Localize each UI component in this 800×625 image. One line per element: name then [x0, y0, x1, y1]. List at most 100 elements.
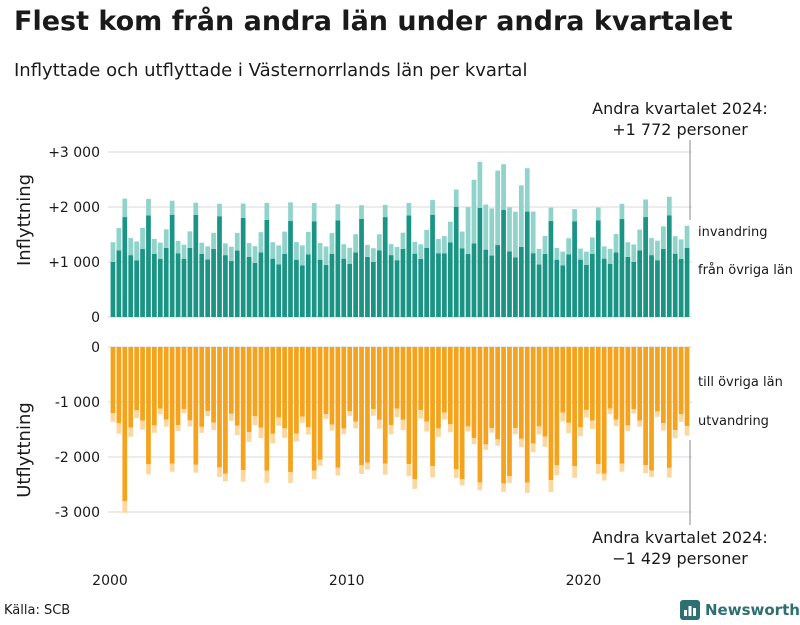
bar-in-immigration	[655, 240, 660, 261]
bar-in-immigration	[471, 179, 477, 244]
bar-out-emigration	[507, 476, 512, 483]
bar-out-domestic	[495, 347, 501, 440]
bar-in-domestic	[270, 258, 276, 317]
bar-out-domestic	[311, 347, 317, 471]
bar-in-domestic	[572, 221, 577, 317]
bar-out-domestic	[530, 347, 536, 444]
bar-out-emigration	[134, 410, 139, 419]
bar-out-emigration	[643, 465, 648, 474]
bar-in-immigration	[116, 228, 122, 251]
bar-in-domestic	[317, 259, 323, 317]
bar-in-immigration	[465, 207, 471, 255]
bar-out-domestic	[607, 347, 613, 409]
bar-out-emigration	[193, 464, 199, 473]
bar-out-domestic	[371, 347, 376, 410]
bar-in-domestic	[684, 247, 690, 317]
bar-out-domestic	[128, 347, 134, 428]
bar-out-domestic	[347, 347, 353, 412]
bar-out-emigration	[163, 419, 169, 427]
bar-in-immigration	[122, 198, 128, 218]
bar-in-domestic	[406, 215, 412, 317]
series-label-invandring: invandring	[698, 225, 767, 240]
bar-out-domestic	[146, 347, 151, 465]
bar-out-emigration	[637, 420, 643, 427]
bar-in-immigration	[589, 237, 595, 254]
bar-in-immigration	[394, 246, 400, 261]
bar-in-immigration	[371, 248, 376, 262]
bar-out-emigration	[116, 423, 122, 434]
annotation-bottom-line1: Andra kvartalet 2024:	[592, 528, 768, 547]
bar-out-domestic	[223, 347, 228, 474]
bar-in-domestic	[589, 253, 595, 317]
bar-out-domestic	[187, 347, 193, 421]
bar-in-domestic	[128, 255, 134, 317]
bar-out-emigration	[584, 409, 589, 418]
bar-out-domestic	[240, 347, 246, 471]
bar-in-domestic	[666, 215, 672, 317]
bar-in-domestic	[447, 242, 453, 317]
bar-out-emigration	[329, 424, 335, 431]
bar-in-immigration	[305, 231, 311, 255]
bar-out-domestic	[666, 347, 672, 468]
bar-in-domestic	[181, 258, 187, 317]
bar-in-domestic	[418, 258, 424, 317]
bar-in-domestic	[394, 260, 400, 317]
bar-in-domestic	[459, 248, 465, 317]
bar-in-domestic	[116, 250, 122, 317]
bar-in-immigration	[110, 242, 116, 262]
bar-in-domestic	[465, 254, 471, 317]
bar-in-immigration	[163, 229, 169, 248]
bar-out-emigration	[258, 427, 264, 439]
bar-in-immigration	[637, 229, 643, 251]
bar-in-immigration	[175, 240, 181, 254]
bar-in-domestic	[631, 262, 637, 317]
bar-in-immigration	[140, 227, 145, 249]
y-axis-title-bottom: Utflyttning	[14, 402, 35, 498]
bar-in-domestic	[199, 253, 205, 317]
bar-in-immigration	[601, 246, 607, 259]
bar-out-domestic	[181, 347, 187, 409]
bar-out-domestic	[353, 347, 358, 422]
bar-out-domestic	[578, 347, 583, 428]
bar-in-immigration	[666, 196, 672, 216]
bar-out-domestic	[294, 347, 299, 434]
bar-in-immigration	[631, 244, 637, 262]
bar-out-emigration	[294, 433, 299, 442]
bar-in-domestic	[341, 258, 347, 317]
bar-out-emigration	[211, 422, 216, 430]
y-tick-label-bottom: -2 000	[55, 450, 100, 466]
bar-out-domestic	[483, 347, 489, 445]
bar-in-domestic	[495, 245, 501, 317]
bar-in-immigration	[276, 245, 282, 265]
bar-out-emigration	[240, 470, 246, 482]
bar-out-domestic	[459, 347, 465, 479]
bar-out-domestic	[619, 347, 625, 464]
bar-in-immigration	[335, 204, 341, 221]
bar-out-emigration	[146, 464, 151, 475]
bar-in-immigration	[211, 232, 216, 249]
bar-out-domestic	[418, 347, 424, 410]
bar-out-domestic	[554, 347, 560, 466]
bar-out-domestic	[649, 347, 654, 471]
bar-out-emigration	[276, 417, 282, 426]
bar-in-domestic	[347, 263, 353, 317]
bar-out-domestic	[211, 347, 216, 423]
bar-in-immigration	[288, 202, 293, 222]
bar-in-immigration	[518, 185, 524, 247]
bar-out-domestic	[548, 347, 554, 480]
bar-out-domestic	[394, 347, 400, 409]
brand-logo: Newsworthy	[680, 600, 800, 620]
bar-in-immigration	[578, 248, 583, 260]
bar-out-domestic	[382, 347, 388, 464]
bar-in-domestic	[359, 218, 364, 317]
bar-in-immigration	[234, 232, 240, 251]
bar-in-domestic	[489, 255, 495, 317]
bar-out-emigration	[223, 473, 228, 482]
bar-in-immigration	[530, 211, 536, 254]
bar-out-emigration	[655, 411, 660, 417]
bar-in-immigration	[649, 238, 654, 256]
y-tick-label-bottom: 0	[91, 340, 100, 356]
bar-in-domestic	[607, 263, 613, 317]
bar-out-domestic	[163, 347, 169, 420]
bar-in-domestic	[578, 259, 583, 317]
